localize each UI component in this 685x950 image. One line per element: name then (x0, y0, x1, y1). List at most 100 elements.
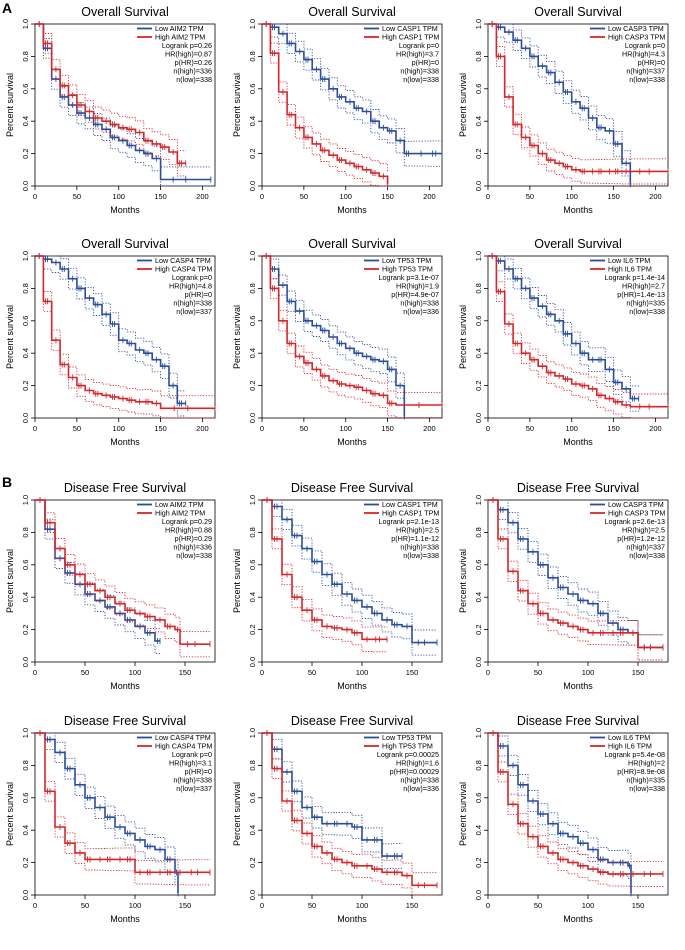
plot-frame (261, 732, 443, 896)
x-tick-label: 100 (565, 424, 578, 433)
stat-line: Logrank p=5.4e-08 (604, 750, 665, 759)
y-tick-label: 0.0 (21, 657, 30, 667)
y-tick-label: 0.6 (21, 84, 30, 94)
plot-frame (487, 255, 669, 419)
stats-block: Logrank p=0HR(high)=3.1p(HR)=0n(high)=33… (169, 750, 212, 793)
series-low (262, 253, 406, 420)
legend-label-low: Low AIM2 TPM (155, 24, 204, 33)
stat-line: Logrank p=2.1e-13 (378, 517, 439, 526)
y-tick-label: 0.2 (248, 148, 257, 158)
plot-title: Disease Free Survival (291, 714, 413, 728)
survival-curve-low (488, 255, 639, 400)
stat-line: n(high)=335 (626, 299, 665, 308)
legend-label-low: Low IL6 TPM (608, 733, 650, 742)
km-plot-7: Disease Free Survival 0.0 0.2 0.4 0.6 0.8 1.0 0… (5, 481, 216, 691)
plot-frame (261, 23, 443, 187)
stat-line: n(low)=338 (403, 551, 439, 560)
series-high (488, 253, 669, 419)
y-tick-label: 0.0 (248, 181, 257, 191)
series-high (35, 253, 216, 419)
km-plot-12: Disease Free Survival 0.0 0.2 0.4 0.6 0.8 1.0 0… (458, 714, 669, 924)
series-low (488, 730, 632, 897)
x-tick-label: 100 (129, 901, 142, 910)
plot-title: Overall Survival (81, 5, 169, 19)
y-tick-label: 0.2 (474, 857, 483, 867)
y-tick-label: 1.0 (21, 19, 30, 29)
y-tick-label: 1.0 (21, 495, 30, 505)
x-axis-label: Months (337, 205, 367, 215)
y-tick-label: 0.8 (21, 527, 30, 537)
y-tick-label: 0.4 (21, 825, 30, 835)
stats-block: Logrank p=2.1e-13HR(high)=2.5p(HR)=1.1e-… (378, 517, 439, 560)
legend-label-high: High IL6 TPM (608, 742, 652, 751)
stat-line: n(high)=338 (173, 776, 212, 785)
x-axis-label: Months (110, 914, 140, 924)
x-tick-label: 50 (526, 192, 534, 201)
y-axis-label: Percent survival (232, 305, 242, 369)
x-axis-label: Months (337, 437, 367, 447)
plot-frame (34, 499, 216, 663)
km-plot-9: Disease Free Survival 0.0 0.2 0.4 0.6 0.8 1.0 0… (458, 481, 669, 691)
y-tick-label: 0.8 (248, 51, 257, 61)
x-tick-label: 50 (300, 192, 308, 201)
ci-lower-high (262, 255, 443, 419)
x-tick-label: 200 (196, 424, 209, 433)
y-tick-label: 0.8 (474, 760, 483, 770)
x-axis-label: Months (110, 437, 140, 447)
series-high (262, 497, 388, 653)
y-tick-label: 0.6 (248, 84, 257, 94)
x-tick-label: 0 (486, 901, 490, 910)
y-axis-label: Percent survival (232, 549, 242, 613)
stat-line: n(low)=338 (629, 784, 665, 793)
x-axis-label: Months (337, 681, 367, 691)
plot-title: Overall Survival (534, 5, 622, 19)
ci-upper-high (262, 255, 443, 393)
y-axis-label: Percent survival (5, 305, 15, 369)
x-tick-label: 100 (356, 901, 369, 910)
legend-label-low: Low CASP1 TPM (382, 24, 438, 33)
x-axis-label: Months (337, 914, 367, 924)
ci-upper-low (262, 23, 443, 142)
y-tick-label: 0.0 (474, 657, 483, 667)
series-high (262, 21, 389, 188)
ci-upper-low (262, 732, 403, 845)
x-tick-label: 100 (582, 668, 595, 677)
stat-line: HR(high)=2 (628, 759, 665, 768)
legend-label-low: Low TP53 TPM (382, 733, 431, 742)
x-tick-label: 50 (81, 668, 89, 677)
series-high (262, 730, 438, 896)
y-tick-label: 0.8 (21, 760, 30, 770)
ci-lower-high (262, 732, 437, 896)
legend-label-low: Low AIM2 TPM (155, 500, 204, 509)
y-tick-label: 0.4 (248, 825, 257, 835)
stats-block: Logrank p=0.26HR(high)=0.87p(HR)=0.26n(h… (162, 41, 212, 84)
stat-line: p(HR)=0.26 (175, 58, 212, 67)
plot-frame (34, 255, 216, 419)
series-high (35, 21, 187, 177)
panel-label-a: A (2, 0, 13, 16)
y-tick-label: 0.2 (474, 380, 483, 390)
y-tick-label: 0.0 (474, 413, 483, 423)
y-tick-label: 0.2 (248, 380, 257, 390)
x-tick-label: 100 (112, 424, 125, 433)
series-high (488, 730, 664, 887)
plot-frame (487, 732, 669, 896)
x-tick-label: 50 (73, 192, 81, 201)
ci-lower-low (488, 732, 632, 895)
y-tick-label: 0.2 (21, 857, 30, 867)
stat-line: Logrank p=0 (625, 41, 665, 50)
ci-upper-low (35, 732, 179, 881)
x-axis-label: Months (563, 681, 593, 691)
stat-line: p(HR)=1.4e-13 (617, 290, 665, 299)
stat-line: p(HR)=4.9e-07 (391, 290, 439, 299)
stat-line: n(low)=337 (176, 784, 212, 793)
ci-upper-high (35, 499, 211, 633)
series-low (262, 21, 443, 167)
y-tick-label: 0.0 (474, 181, 483, 191)
stats-block: Logrank p=0.00025HR(high)=1.6p(HR)=0.000… (377, 750, 439, 793)
y-tick-label: 1.0 (474, 495, 483, 505)
x-tick-label: 0 (486, 424, 490, 433)
panel-label-b: B (2, 474, 13, 490)
stat-line: n(high)=338 (400, 67, 439, 76)
stat-line: HR(high)=4.8 (169, 282, 212, 291)
